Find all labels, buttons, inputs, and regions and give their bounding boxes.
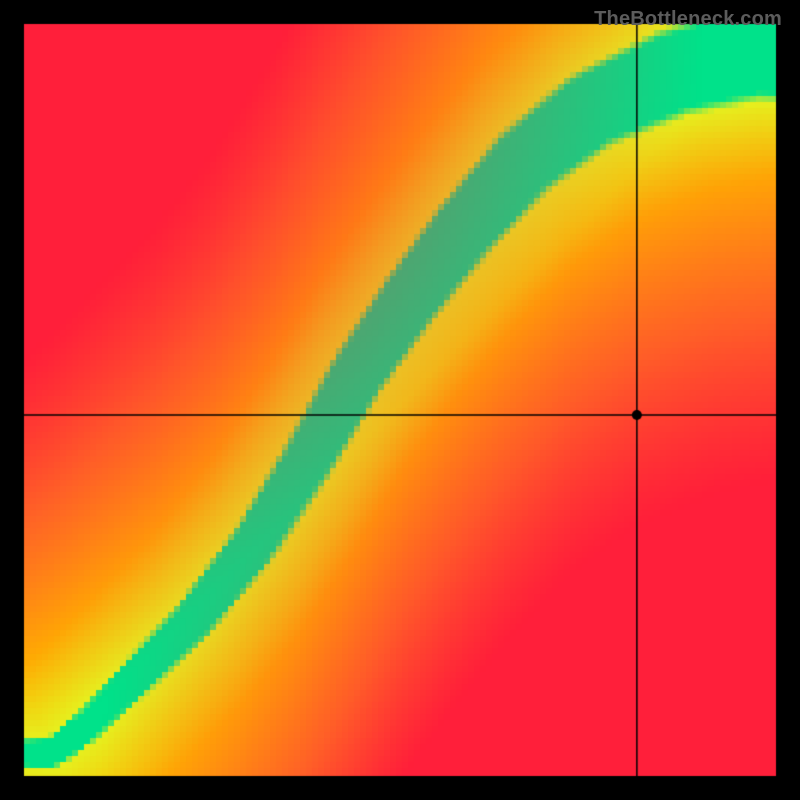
bottleneck-heatmap <box>0 0 800 800</box>
chart-container: TheBottleneck.com <box>0 0 800 800</box>
